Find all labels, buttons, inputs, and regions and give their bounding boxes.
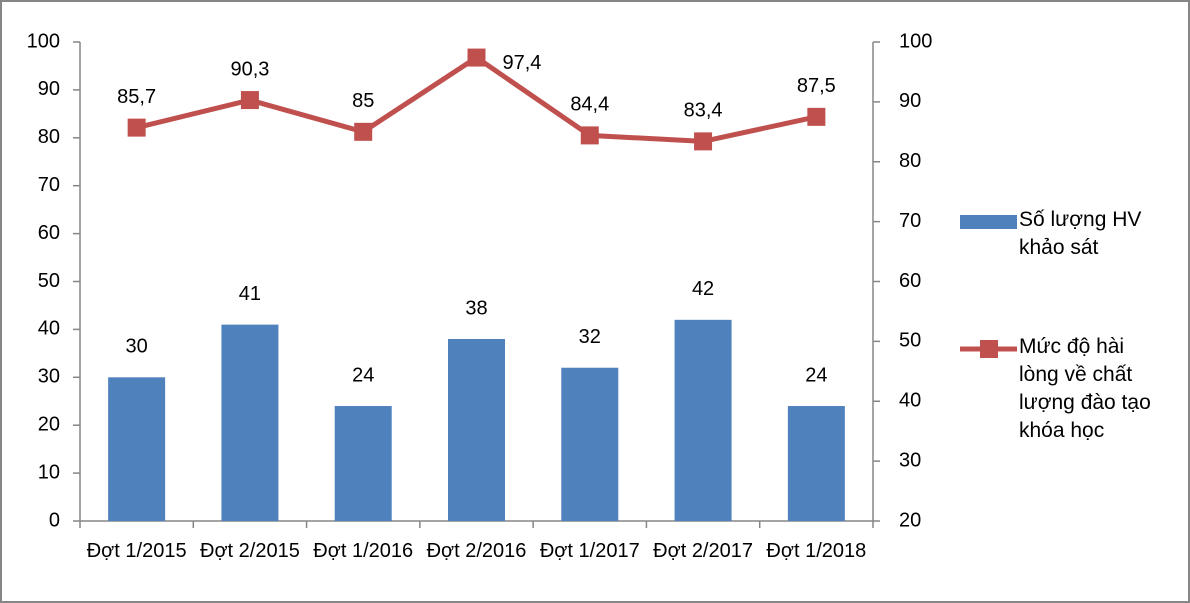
legend-swatch	[960, 215, 1017, 229]
bar	[674, 319, 732, 521]
x-tick-label: Đợt 1/2015	[86, 540, 187, 562]
y-tick-label: 80	[38, 126, 60, 148]
y2-tick-label: 90	[899, 90, 921, 112]
y-tick-label: 100	[27, 30, 60, 52]
y2-tick-label: 50	[899, 330, 921, 352]
bar	[561, 367, 619, 521]
data-label: 24	[805, 364, 827, 386]
y-tick-label: 90	[38, 78, 60, 100]
data-label: 41	[239, 283, 261, 305]
y-tick-label: 50	[38, 270, 60, 292]
x-tick-label: Đợt 1/2016	[313, 540, 414, 562]
data-label: 85	[352, 90, 374, 112]
legend-label: Số lượng HV khảo sát	[1019, 208, 1142, 259]
bar	[787, 406, 845, 521]
x-tick-label: Đợt 1/2017	[539, 540, 640, 562]
x-tick-label: Đợt 2/2017	[653, 540, 753, 562]
y-tick-label: 60	[38, 222, 60, 244]
y2-tick-label: 80	[899, 150, 921, 172]
data-label: 84,4	[570, 94, 609, 116]
bar	[448, 338, 505, 521]
marker	[240, 91, 259, 110]
x-tick-label: Đợt 2/2016	[426, 540, 527, 562]
data-label: 85,7	[117, 86, 156, 108]
y2-tick-label: 70	[899, 210, 921, 232]
legend-marker	[980, 340, 998, 358]
y2-tick-label: 20	[899, 509, 921, 531]
marker	[694, 132, 713, 151]
y-tick-label: 30	[38, 366, 60, 388]
y-tick-label: 40	[38, 318, 60, 340]
y2-tick-label: 40	[899, 390, 921, 412]
legend-label: Mức độ hài lòng về chất lượng đào tạo kh…	[1019, 335, 1151, 442]
y2-tick-label: 30	[899, 449, 921, 471]
data-label: 38	[465, 297, 487, 319]
y-tick-label: 10	[38, 461, 60, 483]
bar	[334, 406, 392, 521]
data-label: 87,5	[797, 75, 836, 97]
data-label: 90,3	[230, 58, 269, 80]
y-tick-label: 20	[38, 413, 60, 435]
data-label: 42	[692, 278, 714, 300]
marker	[807, 107, 826, 126]
marker	[467, 48, 486, 67]
marker	[580, 126, 599, 145]
y-tick-label: 70	[38, 174, 60, 196]
x-tick-label: Đợt 1/2018	[766, 540, 867, 562]
marker	[354, 122, 373, 141]
bar	[108, 377, 166, 521]
y2-tick-label: 100	[899, 30, 932, 52]
data-label: 30	[126, 336, 148, 358]
y2-tick-label: 60	[899, 270, 921, 292]
marker	[127, 118, 146, 137]
data-label: 24	[352, 364, 374, 386]
data-label: 83,4	[684, 100, 723, 122]
x-tick-label: Đợt 2/2015	[200, 540, 300, 562]
data-label: 32	[579, 326, 601, 348]
y-tick-label: 0	[49, 509, 60, 531]
data-label: 97,4	[503, 52, 542, 74]
bar	[221, 324, 279, 521]
